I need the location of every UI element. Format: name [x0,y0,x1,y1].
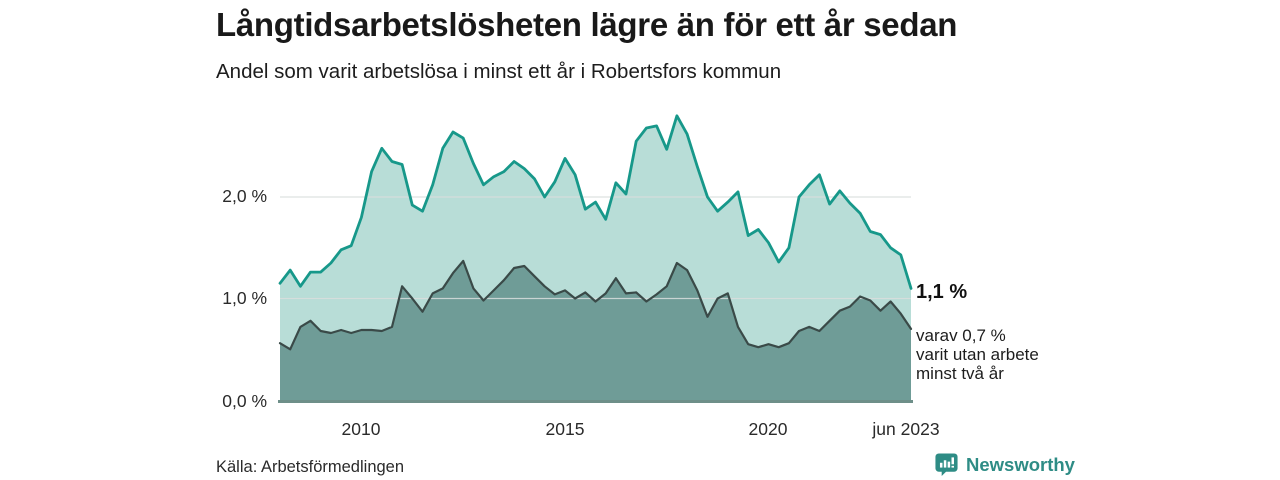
newsworthy-icon [935,453,958,477]
brand-name: Newsworthy [966,453,1075,475]
y-axis-label-2pct: 2,0 % [222,186,267,206]
latest-value-note: varav 0,7 % varit utan arbete minst två … [916,326,1039,383]
x-axis-label-jun-2023: jun 2023 [872,419,940,439]
chart-subtitle: Andel som varit arbetslösa i minst ett å… [216,60,782,83]
chart-title: Långtidsarbetslösheten lägre än för ett … [216,6,958,43]
source-note: Källa: Arbetsförmedlingen [216,458,405,476]
y-axis-label-0pct: 0,0 % [222,391,267,411]
x-axis-label-2020: 2020 [748,419,788,439]
latest-value-label: 1,1 % [916,281,968,303]
x-axis-label-2010: 2010 [341,419,381,439]
brand-link[interactable]: Newsworthy [934,452,1075,477]
x-axis-label-2015: 2015 [545,419,585,439]
y-axis-label-1pct: 1,0 % [222,288,267,308]
